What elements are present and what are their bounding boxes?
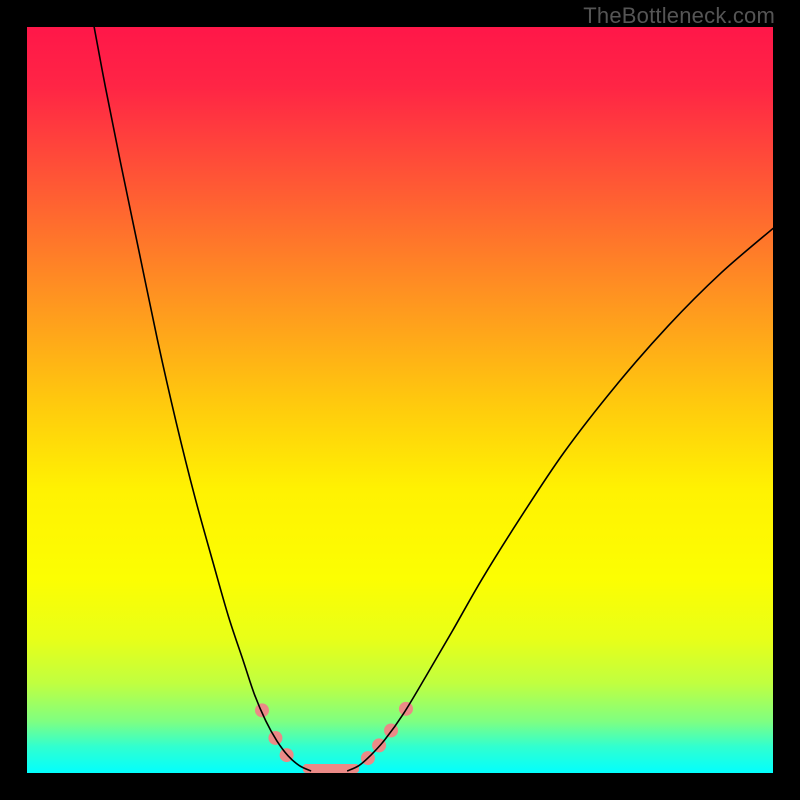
chart-frame: TheBottleneck.com	[0, 0, 800, 800]
left-marker-dot-0	[255, 703, 269, 717]
trough-bar	[303, 764, 359, 773]
watermark-text: TheBottleneck.com	[583, 3, 775, 29]
gradient-background	[27, 27, 773, 773]
plot-area	[27, 27, 773, 773]
chart-svg	[27, 27, 773, 773]
